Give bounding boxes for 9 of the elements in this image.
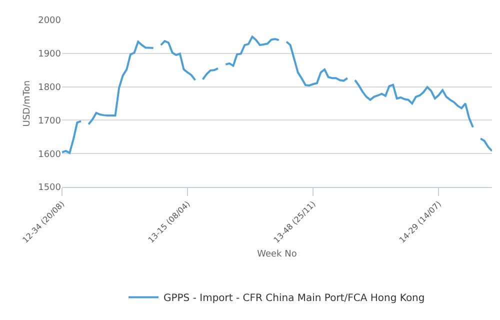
- y-tick-label: 1500: [38, 183, 62, 194]
- y-axis-title: USD/mTon: [22, 80, 32, 127]
- y-tick-label: 1700: [38, 116, 62, 126]
- y-tick-label: 1900: [38, 50, 62, 60]
- y-tick-label: 1600: [38, 150, 62, 160]
- x-axis-title: Week No: [257, 250, 298, 260]
- y-tick-label: 2000: [38, 16, 62, 26]
- legend-label: GPPS - Import - CFR China Main Port/FCA Hong Kong: [164, 293, 425, 304]
- y-tick-label: 1800: [38, 82, 62, 93]
